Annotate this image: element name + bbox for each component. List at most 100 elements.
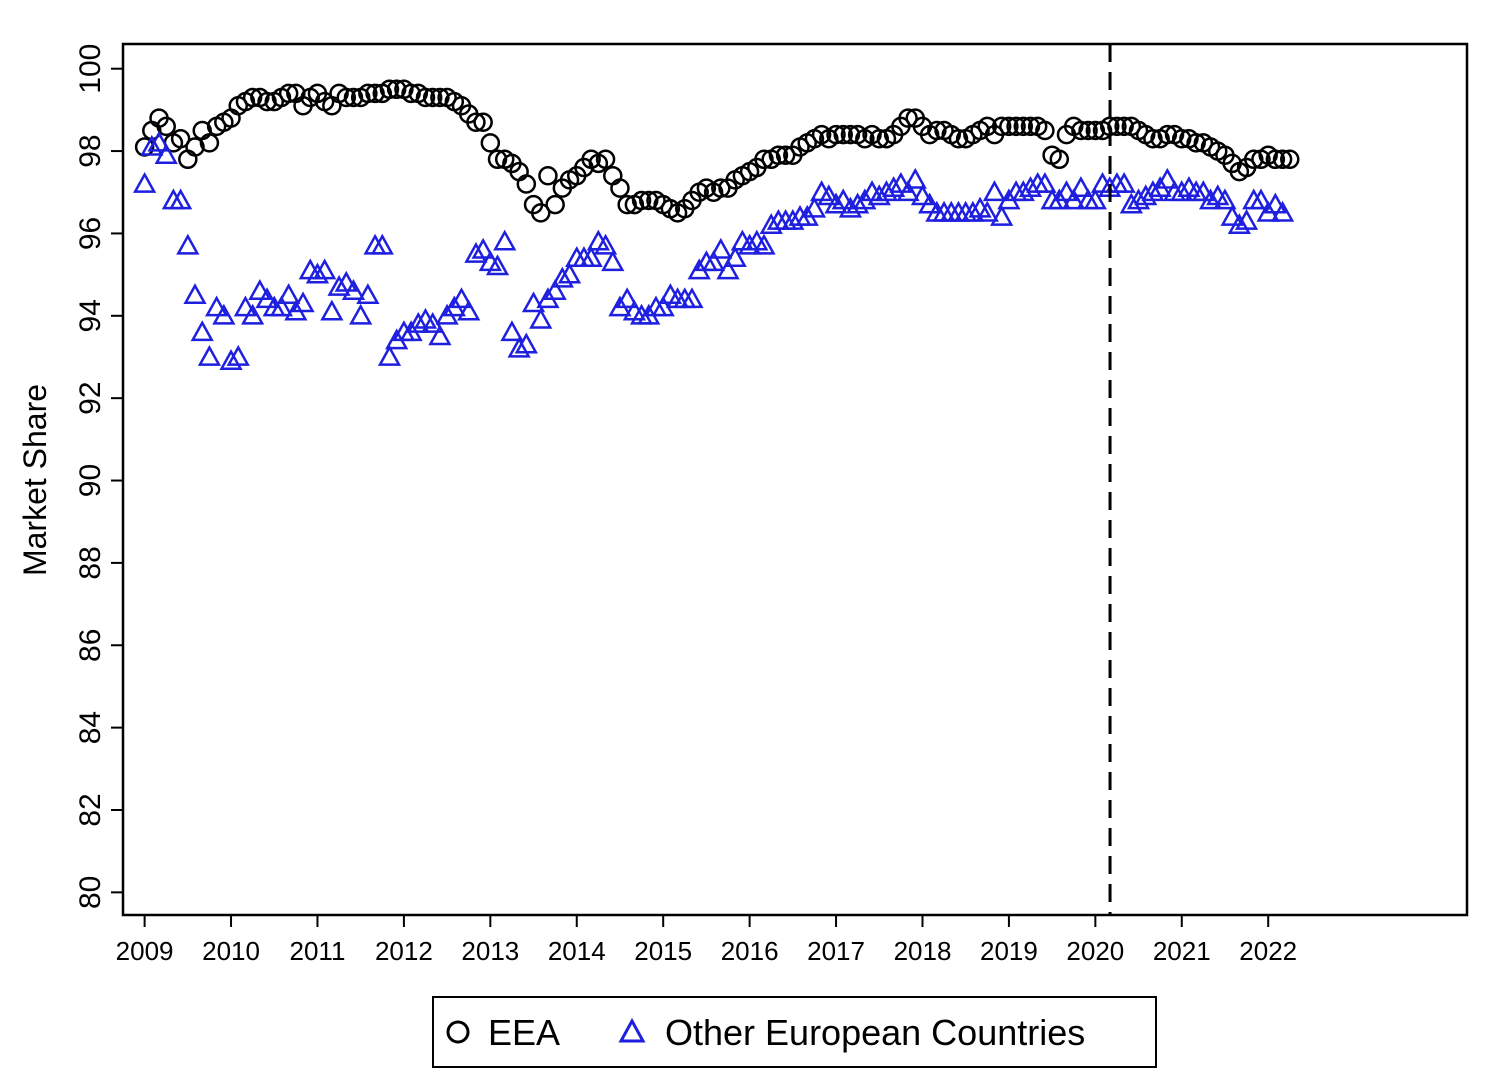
eea-point bbox=[1107, 116, 1127, 137]
eea-point bbox=[516, 174, 537, 194]
y-tick-label: 98 bbox=[74, 134, 107, 167]
other-european-point bbox=[550, 266, 574, 288]
other-european-point bbox=[255, 287, 279, 309]
legend-circle-marker-icon bbox=[446, 1020, 470, 1044]
eea-point bbox=[386, 79, 407, 100]
y-tick-label: 96 bbox=[74, 217, 107, 250]
other-european-point bbox=[723, 246, 747, 267]
other-european-point bbox=[406, 311, 430, 333]
x-tick-label: 2017 bbox=[807, 936, 865, 966]
eea-point bbox=[840, 124, 861, 145]
eea-point bbox=[631, 190, 652, 211]
data-points bbox=[132, 79, 1300, 370]
other-european-point bbox=[356, 283, 380, 305]
eea-point bbox=[927, 120, 947, 141]
other-european-point bbox=[543, 279, 567, 300]
other-european-point bbox=[680, 287, 704, 309]
eea-point bbox=[1035, 120, 1055, 141]
other-european-point bbox=[975, 200, 999, 222]
other-european-point bbox=[716, 258, 740, 280]
other-european-point bbox=[219, 349, 243, 370]
y-axis-label: Market Share bbox=[17, 384, 53, 576]
eea-point bbox=[869, 128, 889, 149]
other-european-point bbox=[615, 287, 639, 309]
eea-point bbox=[1265, 149, 1286, 170]
other-european-point bbox=[320, 299, 344, 321]
eea-point bbox=[156, 116, 176, 137]
eea-point bbox=[898, 108, 918, 128]
eea-point bbox=[1049, 149, 1070, 170]
y-tick-label: 86 bbox=[74, 629, 107, 662]
x-tick-label: 2019 bbox=[980, 936, 1038, 966]
legend-box bbox=[432, 996, 1157, 1068]
y-tick-label: 90 bbox=[74, 464, 107, 497]
eea-point bbox=[415, 87, 436, 108]
eea-point bbox=[430, 87, 450, 108]
other-european-point bbox=[701, 250, 726, 272]
other-european-point bbox=[1270, 200, 1295, 222]
other-european-point bbox=[1170, 180, 1194, 202]
eea-point bbox=[257, 91, 277, 112]
other-european-point bbox=[428, 324, 452, 346]
other-european-point bbox=[449, 287, 474, 309]
eea-point bbox=[1020, 116, 1041, 137]
other-european-point bbox=[377, 344, 402, 366]
other-european-point bbox=[1112, 171, 1136, 193]
other-european-point bbox=[1018, 176, 1043, 197]
eea-point bbox=[775, 145, 796, 165]
eea-point bbox=[422, 87, 443, 108]
y-tick-label: 100 bbox=[74, 44, 107, 94]
x-tick-label: 2018 bbox=[894, 936, 952, 966]
other-european-point bbox=[1263, 192, 1287, 214]
x-axis: 2009 2010 2011 2012 2013 2014 2015 2016 2017 2018… bbox=[116, 915, 1297, 966]
y-tick-label: 80 bbox=[74, 876, 107, 909]
eea-point bbox=[487, 149, 508, 170]
other-european-point bbox=[1141, 180, 1165, 202]
eea-point bbox=[358, 83, 378, 104]
other-european-point bbox=[132, 171, 157, 193]
other-european-point bbox=[1191, 180, 1215, 202]
eea-point bbox=[538, 166, 558, 186]
other-european-point bbox=[277, 283, 301, 305]
eea-point bbox=[480, 133, 501, 153]
other-european-point bbox=[485, 254, 510, 276]
eea-point bbox=[948, 128, 969, 149]
other-european-point bbox=[154, 143, 178, 165]
other-european-point bbox=[471, 237, 495, 259]
other-european-point bbox=[752, 233, 776, 255]
other-european-point bbox=[1227, 213, 1251, 235]
eea-point bbox=[170, 128, 191, 149]
other-european-point bbox=[248, 279, 272, 300]
eea-point bbox=[826, 124, 846, 145]
other-european-point bbox=[982, 180, 1007, 202]
other-european-point bbox=[233, 295, 258, 317]
eea-point bbox=[1157, 124, 1178, 145]
other-european-point bbox=[521, 291, 546, 313]
other-european-point bbox=[190, 320, 214, 342]
other-european-point bbox=[1234, 209, 1259, 230]
eea-point bbox=[379, 79, 400, 100]
other-european-point bbox=[327, 274, 351, 296]
y-tick-label: 94 bbox=[74, 299, 107, 332]
other-european-point bbox=[226, 344, 250, 366]
eea-point bbox=[1244, 149, 1264, 170]
other-european-point bbox=[910, 184, 935, 206]
other-european-point bbox=[313, 258, 337, 280]
eea-point bbox=[185, 137, 205, 157]
x-tick-label: 2011 bbox=[290, 936, 346, 966]
x-tick-label: 2014 bbox=[548, 936, 606, 966]
other-european-point bbox=[1249, 188, 1273, 210]
series-eea bbox=[134, 79, 1300, 223]
other-european-point bbox=[1213, 188, 1237, 210]
other-european-point bbox=[176, 233, 200, 255]
other-european-point bbox=[737, 233, 762, 255]
plot-frame bbox=[121, 42, 1469, 917]
legend-label-other-european-countries: Other European Countries bbox=[665, 1012, 1085, 1053]
eea-point bbox=[1280, 149, 1300, 170]
x-tick-label: 2013 bbox=[461, 936, 519, 966]
other-european-point bbox=[802, 196, 827, 218]
other-european-point bbox=[147, 130, 171, 152]
eea-point bbox=[999, 116, 1019, 137]
eea-point bbox=[1006, 116, 1026, 137]
